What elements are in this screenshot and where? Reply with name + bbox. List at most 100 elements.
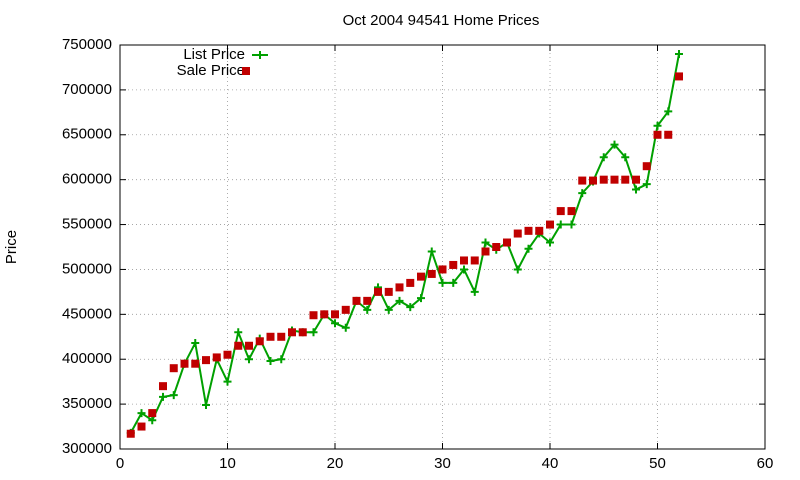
y-axis-label: Price [3,230,20,264]
point [524,244,533,253]
legend-marker [242,67,250,75]
point [266,357,275,366]
point [341,323,350,332]
point [159,382,167,391]
point [320,310,329,319]
point [621,175,630,184]
point [653,130,662,139]
point [470,256,479,265]
plot-frame [119,44,766,450]
point [470,287,479,296]
point [341,305,350,314]
point [664,107,673,116]
point [481,238,490,247]
point [546,238,554,247]
x-tick-label: 10 [219,455,236,472]
point [632,175,640,184]
y-tick-label: 500000 [62,260,112,277]
point [427,269,436,278]
legend-label: List Price [183,46,245,63]
point [277,332,286,341]
point [148,416,157,425]
point [363,296,372,305]
point [642,180,651,189]
x-tick-label: 0 [116,455,124,472]
point [556,220,565,229]
point [245,341,253,350]
y-tick-label: 700000 [62,81,112,98]
x-tick-label: 40 [542,455,559,472]
point [384,305,393,314]
y-tick-label: 450000 [62,305,112,322]
y-tick-label: 600000 [62,171,112,188]
point [234,341,243,350]
point [546,220,554,229]
point [406,303,415,312]
point [245,355,253,364]
point [503,238,511,247]
point [223,350,232,359]
point [610,175,619,184]
point [395,296,404,305]
y-tick-label: 550000 [62,216,112,233]
x-tick-label: 60 [757,455,774,472]
point [653,121,662,130]
point [202,401,210,410]
y-tick-label: 350000 [62,395,112,412]
point [255,337,264,346]
point [191,339,200,348]
point [406,278,415,287]
point [277,355,286,364]
point [374,287,382,296]
point [610,140,619,149]
y-tick-label: 400000 [62,350,112,367]
y-tick-label: 750000 [62,36,112,53]
point [352,296,361,305]
point [589,176,597,185]
point [169,391,178,400]
point [159,392,167,401]
point [664,130,673,139]
point [169,364,178,373]
point [202,356,210,365]
point [427,247,436,256]
point [535,226,544,235]
point [524,226,533,235]
point [438,265,447,274]
point [331,319,339,328]
point [556,207,565,216]
point [288,328,296,337]
legend-marker [256,51,264,59]
point [642,162,651,171]
point [223,377,232,386]
point [234,328,243,337]
series-line [129,53,680,434]
point [180,359,189,368]
point [632,185,640,194]
x-tick-label: 30 [434,455,451,472]
point [417,294,425,303]
point [126,429,135,438]
point [137,422,146,431]
point [331,310,339,319]
point [675,72,683,81]
point [599,175,608,184]
point [449,278,458,287]
point [191,359,200,368]
point [675,49,683,58]
point [417,272,425,281]
point [567,220,576,229]
point [212,353,221,362]
point [449,260,458,269]
point [298,328,307,337]
point [460,256,468,265]
point [567,207,576,216]
point [395,283,404,292]
point [438,278,447,287]
point [513,229,522,238]
chart-title: Oct 2004 94541 Home Prices [343,12,540,29]
legend-label: Sale Price [177,62,245,79]
point [363,305,372,314]
